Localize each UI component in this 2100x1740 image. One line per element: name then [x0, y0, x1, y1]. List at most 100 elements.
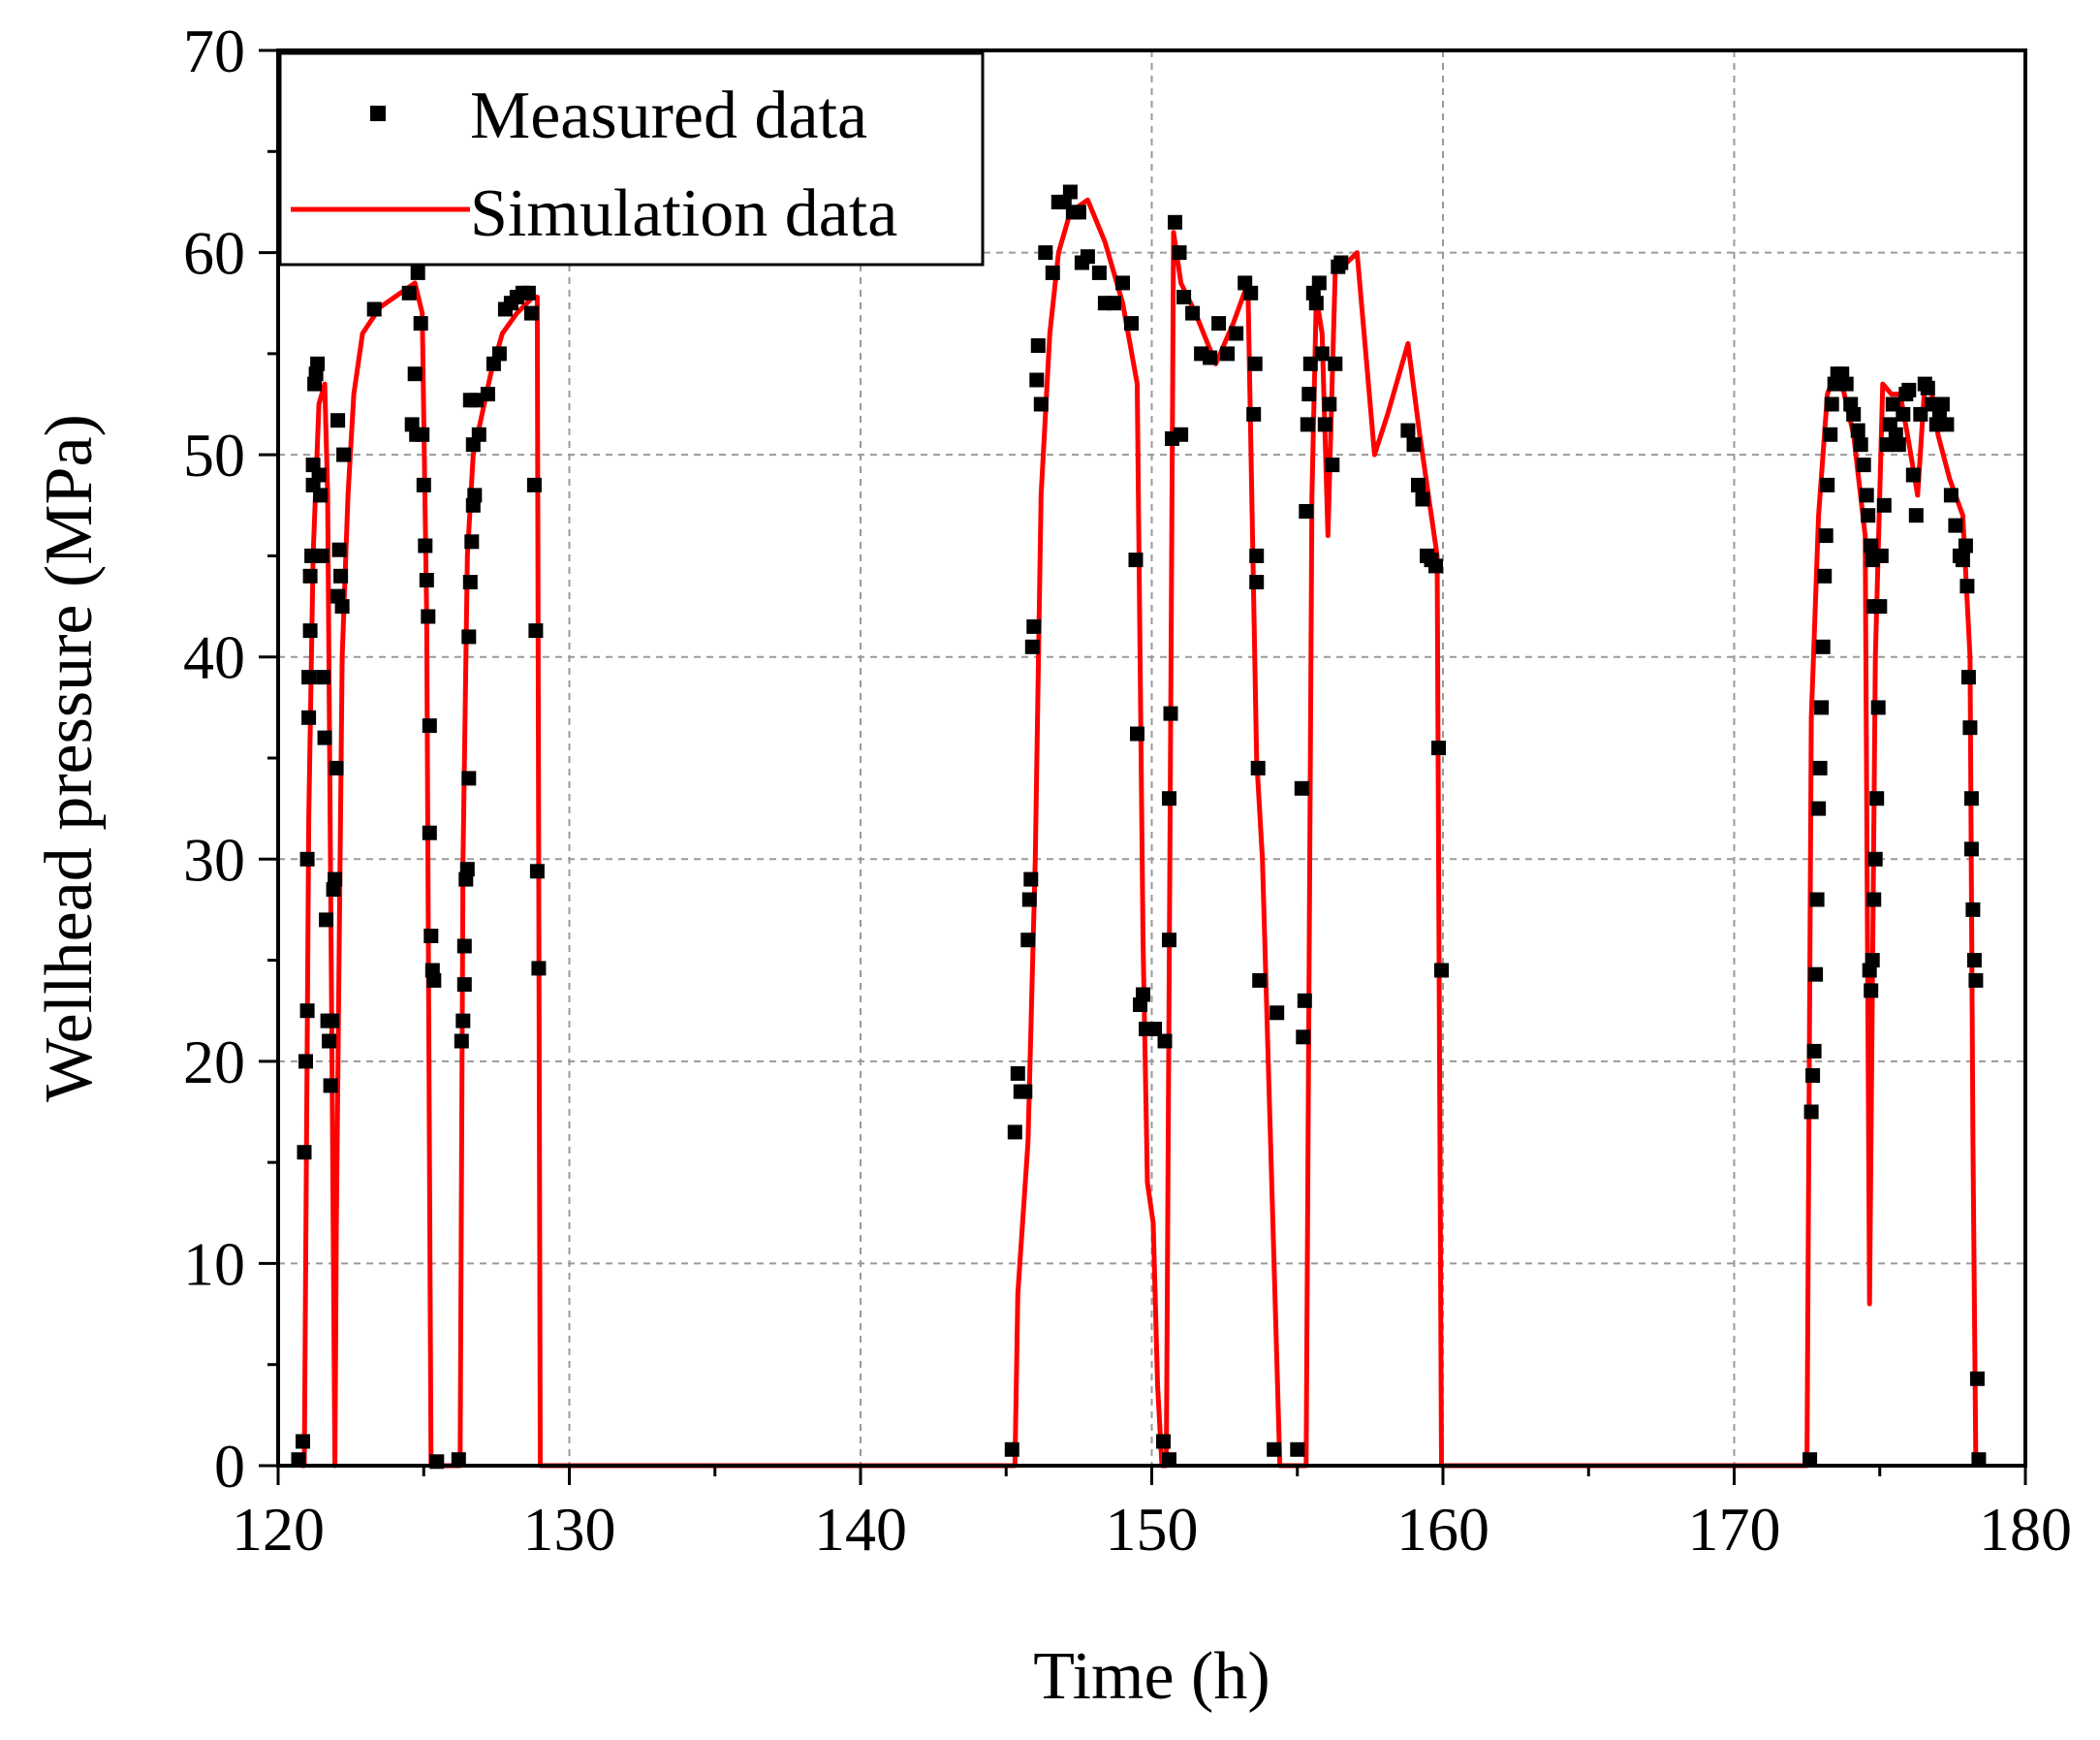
measured-point — [1817, 568, 1833, 584]
measured-point — [1220, 346, 1236, 362]
measured-point — [1859, 488, 1874, 503]
measured-point — [1080, 249, 1095, 265]
x-tick-label: 130 — [523, 1495, 616, 1564]
measured-point — [1010, 1065, 1025, 1081]
x-tick-label: 150 — [1106, 1495, 1199, 1564]
measured-point — [1299, 504, 1314, 519]
measured-point — [1838, 376, 1854, 392]
measured-point — [1901, 382, 1917, 397]
measured-point — [1803, 1104, 1819, 1120]
measured-point — [528, 623, 544, 639]
legend-label-measured: Measured data — [470, 79, 867, 153]
measured-point — [1297, 993, 1312, 1008]
measured-point — [1211, 316, 1227, 332]
axis-tick-labels: 120 130 140 150 160 170 180 0 10 20 30 40 50 60 70 — [183, 16, 2072, 1564]
measured-point — [455, 1013, 471, 1028]
measured-point — [1960, 670, 1976, 685]
measured-point — [1290, 1441, 1305, 1457]
measured-point — [1269, 1005, 1285, 1021]
measured-point — [316, 670, 331, 685]
measured-point — [1162, 933, 1176, 948]
measured-point — [311, 467, 327, 483]
axis-ticks — [259, 48, 2027, 1485]
measured-point — [299, 1003, 315, 1019]
measured-point — [1905, 467, 1921, 483]
y-axis-title: Wellhead pressure (MPa) — [32, 414, 107, 1102]
measured-point — [471, 427, 486, 442]
measured-point — [480, 387, 495, 402]
measured-point — [1071, 205, 1086, 220]
measured-point — [1959, 579, 1975, 594]
measured-point — [366, 301, 382, 317]
measured-point — [334, 599, 350, 615]
measured-point — [1861, 508, 1876, 523]
measured-point — [462, 575, 478, 589]
measured-point — [1128, 553, 1144, 568]
measured-point — [1246, 406, 1262, 422]
measured-point — [419, 573, 434, 587]
measured-point — [1866, 892, 1882, 907]
x-tick-label: 120 — [232, 1495, 325, 1564]
measured-point — [1870, 700, 1886, 715]
measured-point — [298, 1054, 313, 1069]
measured-point — [1021, 892, 1037, 907]
measured-point — [1124, 316, 1139, 332]
measured-point — [1431, 741, 1446, 756]
measured-point — [1824, 396, 1839, 412]
measured-point — [1007, 1124, 1022, 1140]
measured-point — [1250, 760, 1266, 775]
x-tick-label: 140 — [814, 1495, 907, 1564]
measured-point — [333, 568, 349, 584]
measured-point — [1818, 528, 1834, 544]
measured-point — [328, 871, 343, 887]
measured-point — [1024, 639, 1040, 654]
measured-series — [291, 184, 1987, 1470]
measured-point — [1958, 538, 1973, 554]
measured-point — [1865, 953, 1880, 968]
measured-point — [1308, 296, 1324, 311]
measured-point — [426, 972, 442, 988]
measured-point — [1876, 497, 1892, 513]
measured-point — [1891, 437, 1906, 453]
measured-point — [1809, 892, 1825, 907]
measured-point — [1333, 255, 1349, 270]
measured-point — [454, 1033, 469, 1049]
measured-point — [1853, 437, 1868, 453]
measured-point — [1873, 548, 1889, 563]
measured-point — [1091, 265, 1107, 280]
measured-point — [1823, 427, 1838, 442]
measured-point — [1943, 488, 1959, 503]
measured-point — [529, 864, 545, 879]
measured-point — [299, 851, 315, 867]
measured-point — [336, 447, 352, 462]
measured-point — [1172, 245, 1187, 261]
measured-point — [459, 862, 475, 877]
measured-point — [1300, 417, 1315, 432]
measured-point — [1864, 983, 1879, 998]
measured-point — [1185, 305, 1201, 321]
measured-point — [1296, 1029, 1311, 1045]
measured-point — [451, 1452, 466, 1468]
measured-point — [1966, 953, 1982, 968]
measured-point — [317, 730, 332, 745]
measured-point — [302, 568, 318, 584]
legend: Measured data Simulation data — [278, 51, 985, 267]
measured-point — [1026, 618, 1042, 634]
measured-point — [491, 346, 507, 362]
y-tick-label: 40 — [183, 623, 245, 692]
measured-point — [330, 413, 346, 428]
measured-point — [331, 542, 347, 557]
measured-point — [413, 316, 428, 332]
measured-point — [1136, 987, 1150, 1002]
measured-point — [297, 1145, 312, 1160]
measured-point — [1023, 871, 1039, 887]
measured-point — [1176, 290, 1192, 304]
measured-point — [1004, 1441, 1019, 1457]
measured-point — [1962, 720, 1978, 736]
measured-point — [421, 609, 436, 624]
measured-point — [1062, 184, 1078, 200]
measured-point — [1428, 558, 1443, 574]
measured-point — [1872, 599, 1888, 615]
y-tick-label: 50 — [183, 421, 245, 490]
measured-point — [1811, 801, 1827, 816]
